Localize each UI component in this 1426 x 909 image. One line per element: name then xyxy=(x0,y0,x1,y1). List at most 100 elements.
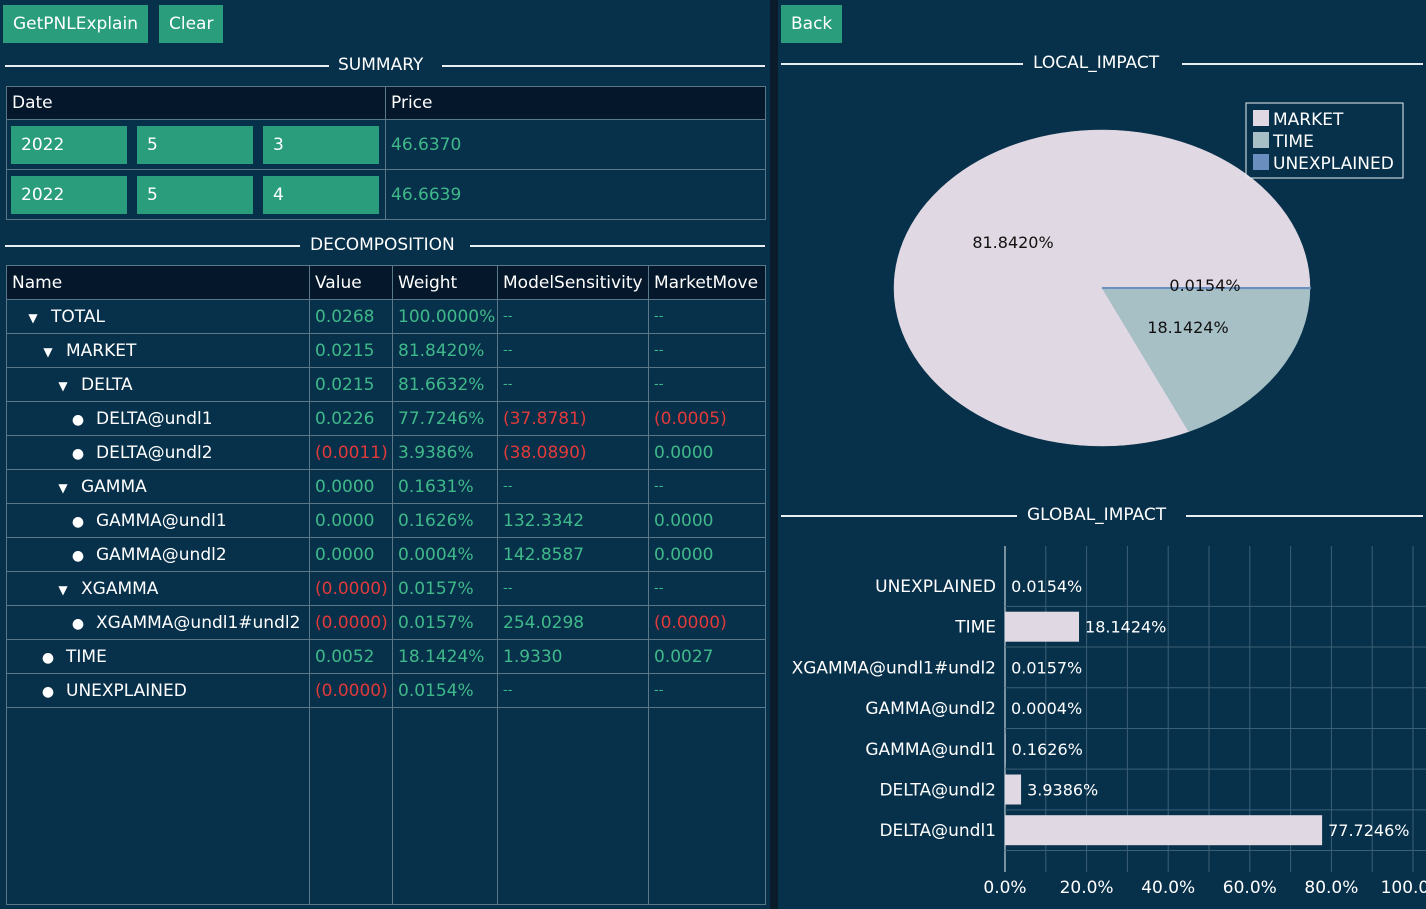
global-impact-title: GLOBAL_IMPACT xyxy=(1027,505,1167,525)
leaf-bullet-icon: ● xyxy=(71,513,85,530)
row-name: GAMMA xyxy=(81,476,147,497)
bar-category-label: XGAMMA@undl1#undl2 xyxy=(792,658,996,678)
decomp-header-sensitivity[interactable]: ModelSensitivity xyxy=(497,265,649,300)
row-name-cell[interactable]: ▼ XGAMMA xyxy=(6,571,310,606)
row-marketmove: -- xyxy=(648,367,766,402)
row-name-cell[interactable]: ▼ TOTAL xyxy=(6,299,310,334)
end-year-field[interactable]: 2022 xyxy=(11,175,127,214)
end-month-field[interactable]: 5 xyxy=(137,175,253,214)
expand-toggle-icon[interactable]: ▼ xyxy=(58,378,68,393)
decomposition-table: Name Value Weight ModelSensitivity Marke… xyxy=(6,265,766,905)
row-marketmove: -- xyxy=(648,333,766,368)
row-weight: 0.0004% xyxy=(392,537,498,572)
end-day-field[interactable]: 4 xyxy=(263,175,379,214)
bar-time[interactable] xyxy=(1005,611,1080,642)
table-row[interactable]: ● DELTA@undl1 0.0226 77.7246% (37.8781) (0.00… xyxy=(6,401,766,436)
expand-toggle-icon[interactable]: ▼ xyxy=(58,480,68,495)
row-marketmove: (0.0000) xyxy=(648,605,766,640)
row-name-cell[interactable]: ▼ GAMMA xyxy=(6,469,310,504)
row-name-cell[interactable]: ● GAMMA@undl2 xyxy=(6,537,310,572)
back-button[interactable]: Back xyxy=(781,5,843,43)
table-row[interactable]: ● GAMMA@undl1 0.0000 0.1626% 132.3342 0.0000 xyxy=(6,503,766,538)
decomp-header-marketmove[interactable]: MarketMove xyxy=(648,265,766,300)
row-weight: 0.1631% xyxy=(392,469,498,504)
summary-section-title: SUMMARY xyxy=(5,55,765,75)
pie-slice-time[interactable] xyxy=(1101,287,1311,432)
row-name-cell[interactable]: ● UNEXPLAINED xyxy=(6,673,310,708)
row-name-cell[interactable]: ● DELTA@undl2 xyxy=(6,435,310,470)
row-sensitivity: 254.0298 xyxy=(497,605,649,640)
table-row[interactable]: ▼ XGAMMA (0.0000) 0.0157% -- -- xyxy=(6,571,766,606)
leaf-bullet-icon: ● xyxy=(41,683,55,700)
row-name: DELTA@undl1 xyxy=(96,408,213,429)
table-row[interactable]: ● XGAMMA@undl1#undl2 (0.0000) 0.0157% 254.02… xyxy=(6,605,766,640)
row-value: 0.0268 xyxy=(309,299,393,334)
empty-cell xyxy=(648,707,766,905)
row-name: DELTA xyxy=(81,374,133,395)
leaf-bullet-icon: ● xyxy=(71,411,85,428)
clear-button[interactable]: Clear xyxy=(159,5,224,43)
row-value: (0.0000) xyxy=(309,673,393,708)
decomp-header-weight[interactable]: Weight xyxy=(392,265,498,300)
leaf-bullet-icon: ● xyxy=(71,445,85,462)
expand-toggle-icon[interactable]: ▼ xyxy=(28,310,38,325)
row-marketmove: -- xyxy=(648,673,766,708)
row-sensitivity: 142.8587 xyxy=(497,537,649,572)
get-pnl-explain-button[interactable]: GetPNLExplain xyxy=(3,5,148,43)
row-value: (0.0000) xyxy=(309,571,393,606)
summary-title: SUMMARY xyxy=(338,55,424,75)
empty-filler-row xyxy=(6,707,766,905)
row-name-cell[interactable]: ▼ MARKET xyxy=(6,333,310,368)
bar-delta-undl1[interactable] xyxy=(1005,815,1323,846)
row-name-cell[interactable]: ● XGAMMA@undl1#undl2 xyxy=(6,605,310,640)
bar-delta-undl2[interactable] xyxy=(1005,774,1022,805)
row-weight: 81.6632% xyxy=(392,367,498,402)
row-sensitivity: -- xyxy=(497,299,649,334)
table-row[interactable]: ▼ MARKET 0.0215 81.8420% -- -- xyxy=(6,333,766,368)
row-marketmove: (0.0005) xyxy=(648,401,766,436)
summary-header-date: Date xyxy=(6,86,386,120)
decomp-header-name[interactable]: Name xyxy=(6,265,310,300)
row-name: GAMMA@undl1 xyxy=(96,510,227,531)
row-name-cell[interactable]: ▼ DELTA xyxy=(6,367,310,402)
row-name: TIME xyxy=(66,646,107,667)
bar-gamma-undl1[interactable] xyxy=(1005,733,1006,764)
bar-value-label: 0.0154% xyxy=(1011,577,1082,596)
expand-toggle-icon[interactable]: ▼ xyxy=(43,344,53,359)
start-year-field[interactable]: 2022 xyxy=(11,125,127,164)
row-value: 0.0215 xyxy=(309,367,393,402)
row-name-cell[interactable]: ● TIME xyxy=(6,639,310,674)
bar-value-label: 0.0157% xyxy=(1011,658,1082,677)
row-marketmove: 0.0027 xyxy=(648,639,766,674)
end-price: 46.6639 xyxy=(385,169,766,220)
legend-swatch-market xyxy=(1253,110,1269,126)
left-panel: GetPNLExplain Clear SUMMARY Date Price 2… xyxy=(0,0,770,909)
table-row[interactable]: ● DELTA@undl2 (0.0011) 3.9386% (38.0890) 0.00… xyxy=(6,435,766,470)
row-value: 0.0000 xyxy=(309,537,393,572)
table-row[interactable]: ▼ GAMMA 0.0000 0.1631% -- -- xyxy=(6,469,766,504)
row-name-cell[interactable]: ● DELTA@undl1 xyxy=(6,401,310,436)
table-row[interactable]: ▼ TOTAL 0.0268 100.0000% -- -- xyxy=(6,299,766,334)
row-sensitivity: -- xyxy=(497,469,649,504)
row-value: 0.0215 xyxy=(309,333,393,368)
legend-label-market: MARKET xyxy=(1273,110,1344,130)
expand-toggle-icon[interactable]: ▼ xyxy=(58,582,68,597)
table-row[interactable]: ▼ DELTA 0.0215 81.6632% -- -- xyxy=(6,367,766,402)
row-marketmove: 0.0000 xyxy=(648,435,766,470)
start-day-field[interactable]: 3 xyxy=(263,125,379,164)
table-row[interactable]: ● UNEXPLAINED (0.0000) 0.0154% -- -- xyxy=(6,673,766,708)
row-name: DELTA@undl2 xyxy=(96,442,213,463)
row-weight: 18.1424% xyxy=(392,639,498,674)
decomp-header-value[interactable]: Value xyxy=(309,265,393,300)
row-sensitivity: -- xyxy=(497,367,649,402)
table-row[interactable]: ● TIME 0.0052 18.1424% 1.9330 0.0027 xyxy=(6,639,766,674)
row-name-cell[interactable]: ● GAMMA@undl1 xyxy=(6,503,310,538)
x-tick-label: 20.0% xyxy=(1060,878,1114,898)
row-weight: 100.0000% xyxy=(392,299,498,334)
start-month-field[interactable]: 5 xyxy=(137,125,253,164)
row-sensitivity: -- xyxy=(497,333,649,368)
table-row[interactable]: ● GAMMA@undl2 0.0000 0.0004% 142.8587 0.0000 xyxy=(6,537,766,572)
row-sensitivity: (38.0890) xyxy=(497,435,649,470)
row-weight: 0.0157% xyxy=(392,571,498,606)
